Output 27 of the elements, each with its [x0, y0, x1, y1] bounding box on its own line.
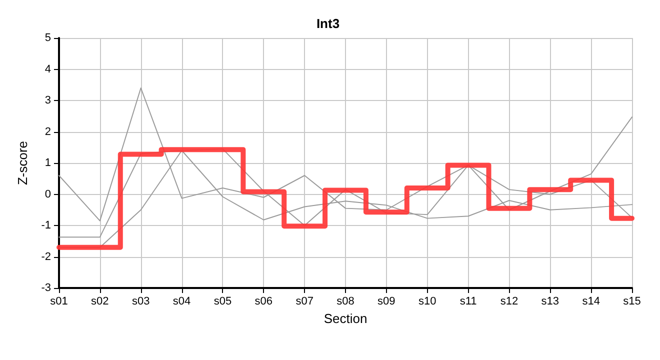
x-tick-label: s07	[296, 296, 314, 308]
x-tick-label: s11	[460, 296, 477, 308]
y-tick-label: 2	[44, 126, 51, 138]
x-axis-title: Section	[324, 310, 368, 326]
x-tick-label: s15	[623, 296, 641, 308]
x-tick-label: s01	[50, 296, 68, 308]
x-tick-label: s05	[214, 296, 232, 308]
y-tick-label: -3	[41, 282, 51, 294]
x-tick-label: s10	[418, 296, 436, 308]
y-tick-label: 5	[44, 32, 51, 44]
x-tick-label: s02	[91, 296, 109, 308]
x-tick-label: s03	[132, 296, 150, 308]
y-tick-label: -1	[41, 220, 51, 232]
chart-title: Int3	[316, 16, 340, 31]
y-tick-label: 3	[44, 94, 51, 106]
y-tick-label: 1	[44, 157, 51, 169]
x-tick-label: s13	[541, 296, 560, 308]
x-tick-label: s09	[378, 296, 396, 308]
y-tick-label: -2	[41, 250, 51, 263]
x-tick-label: s08	[336, 296, 354, 308]
x-tick-label: s14	[582, 296, 600, 308]
y-tick-label: 0	[44, 188, 51, 200]
x-tick-label: s12	[500, 296, 518, 308]
x-tick-label: s04	[172, 296, 191, 308]
y-axis-title: Z-score	[15, 140, 30, 186]
y-tick-label: 4	[44, 63, 51, 76]
x-tick-label: s06	[254, 296, 273, 308]
